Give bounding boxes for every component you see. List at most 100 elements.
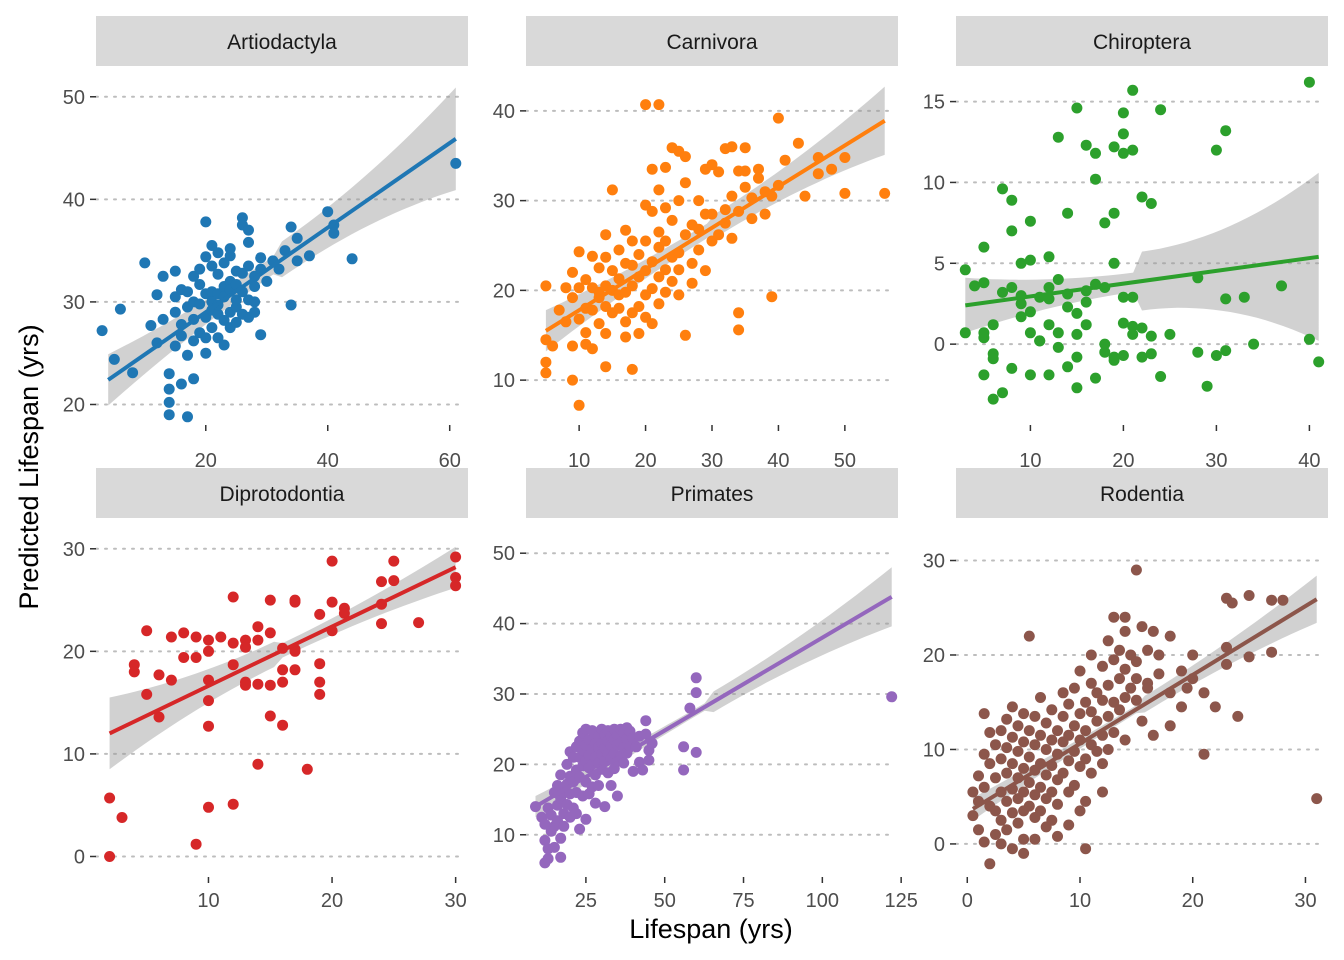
data-point <box>580 813 592 825</box>
y-tick-label: 15 <box>923 92 945 114</box>
data-point <box>1091 715 1103 727</box>
x-tick-label: 40 <box>317 450 339 472</box>
data-point <box>690 672 702 684</box>
x-axis-title: Lifespan (yrs) <box>629 914 793 944</box>
data-point <box>1085 767 1097 779</box>
data-point <box>739 142 751 154</box>
data-point <box>580 327 592 339</box>
data-point <box>1136 191 1148 203</box>
data-point <box>1130 656 1142 668</box>
data-point <box>1147 729 1159 741</box>
data-point <box>967 786 979 798</box>
data-point <box>653 226 665 238</box>
data-point <box>1117 128 1129 140</box>
data-point <box>995 725 1007 737</box>
x-tick-label: 50 <box>654 890 676 912</box>
data-point <box>200 332 212 344</box>
data-point <box>1080 319 1092 331</box>
data-point <box>984 858 996 870</box>
data-point <box>1074 761 1086 772</box>
data-point <box>182 286 193 298</box>
data-point <box>1136 621 1148 633</box>
data-point <box>314 658 326 670</box>
data-point <box>1127 328 1139 340</box>
data-point <box>1127 144 1139 156</box>
facet-panel-diprotodontia: Diprotodontia 0 10 20 30 10 20 30 <box>63 468 468 912</box>
data-point <box>766 291 778 303</box>
data-point <box>1176 701 1187 713</box>
data-point <box>987 393 999 405</box>
data-point <box>640 235 652 247</box>
data-point <box>108 353 120 365</box>
data-point <box>660 286 671 298</box>
data-point <box>153 669 165 681</box>
data-point <box>273 263 285 275</box>
data-point <box>995 838 1007 850</box>
x-tick-label: 20 <box>1112 450 1134 472</box>
data-point <box>547 340 559 352</box>
data-point <box>548 841 560 853</box>
data-point <box>1142 644 1154 656</box>
data-point <box>1043 282 1055 293</box>
data-point <box>746 213 758 225</box>
data-point <box>1001 767 1013 779</box>
data-point <box>613 244 625 256</box>
data-point <box>1052 341 1064 353</box>
data-point <box>1018 847 1030 859</box>
data-point <box>169 291 181 303</box>
data-point <box>552 780 563 791</box>
data-point <box>261 275 273 287</box>
data-point <box>1243 651 1255 663</box>
data-point <box>240 641 251 653</box>
data-point <box>264 594 276 606</box>
data-point <box>1029 739 1041 751</box>
data-point <box>553 304 565 316</box>
y-tick-label: 20 <box>493 280 515 302</box>
data-point <box>990 772 1001 784</box>
data-point <box>699 265 711 277</box>
data-point <box>1220 125 1232 137</box>
data-point <box>1018 786 1030 798</box>
data-point <box>1117 107 1129 119</box>
data-point <box>376 576 387 588</box>
data-point <box>589 797 601 809</box>
data-point <box>200 251 212 263</box>
data-point <box>1127 291 1139 303</box>
data-point <box>879 187 891 199</box>
data-point <box>1192 346 1204 358</box>
data-point <box>326 596 338 608</box>
data-point <box>194 298 206 310</box>
data-point <box>978 781 990 793</box>
data-point <box>1015 311 1027 323</box>
facet-strip-label: Rodentia <box>1100 483 1184 506</box>
data-point <box>673 195 685 207</box>
data-point <box>153 711 165 723</box>
facet-strip <box>956 16 1328 66</box>
confidence-band <box>109 546 456 770</box>
data-point <box>599 801 611 813</box>
data-point <box>190 652 202 663</box>
facet-strip <box>526 468 898 518</box>
y-tick-label: 10 <box>923 172 945 194</box>
data-point <box>666 275 678 287</box>
data-point <box>1063 729 1075 741</box>
data-point <box>388 575 400 587</box>
data-point <box>693 195 705 207</box>
data-point <box>240 679 251 691</box>
data-point <box>600 251 612 263</box>
facet-strip <box>526 16 898 66</box>
y-tick-label: 20 <box>63 394 85 416</box>
data-point <box>151 289 163 301</box>
data-point <box>613 302 625 314</box>
data-point <box>1018 708 1030 720</box>
y-tick-label: 40 <box>493 101 515 123</box>
data-point <box>1181 682 1193 694</box>
data-point <box>570 808 582 820</box>
data-point <box>1164 328 1176 340</box>
data-point <box>593 262 605 274</box>
data-point <box>640 715 652 727</box>
data-point <box>218 314 230 326</box>
data-point <box>1071 328 1083 340</box>
data-point <box>1023 800 1035 812</box>
